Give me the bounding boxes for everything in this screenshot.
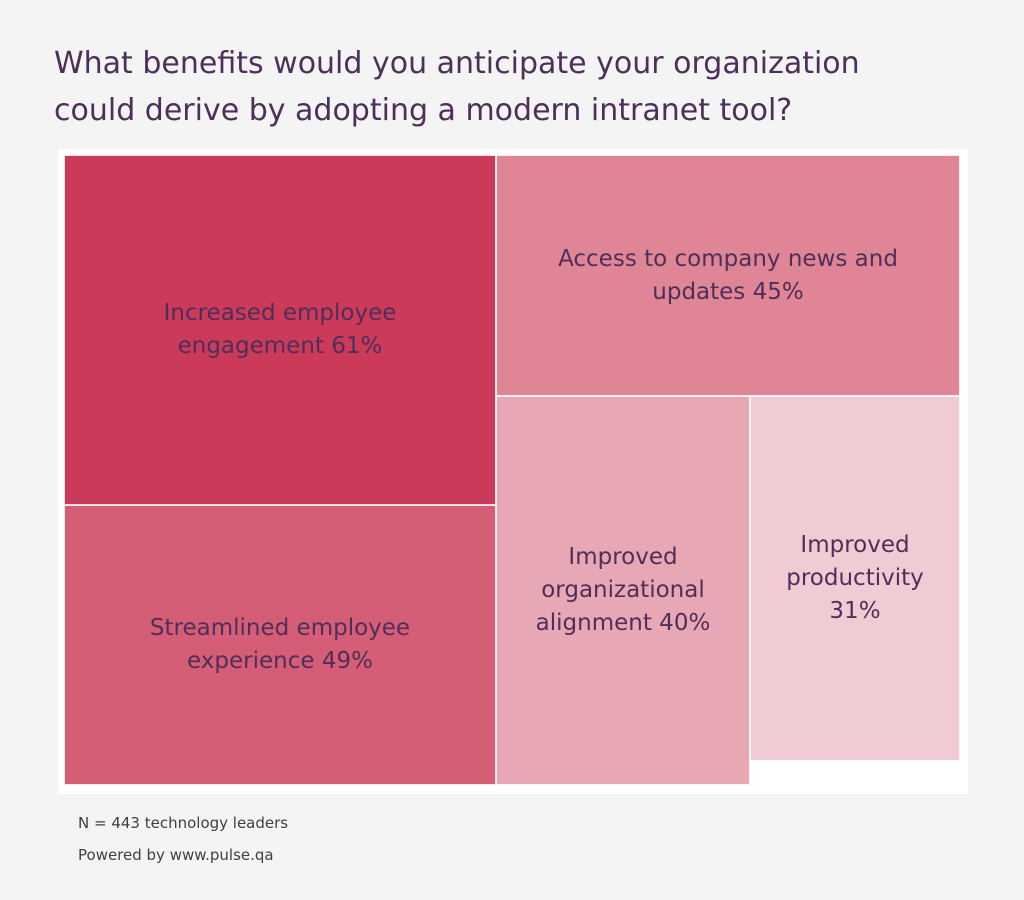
tile-label-line: updates 45% <box>652 278 804 305</box>
tile-label: Access to company news and updates 45% <box>548 243 908 309</box>
tile-label-line: Improved <box>568 544 678 570</box>
tile-label: Streamlined employee experience 49% <box>140 612 420 678</box>
tile-label: Improved organizational alignment 40% <box>526 541 721 640</box>
tile-label-line: engagement 61% <box>177 333 383 359</box>
chart-title-line-2: could derive by adopting a modern intran… <box>54 93 793 128</box>
tile-label-line: Access to company news and <box>558 245 898 272</box>
tile-improved-organizational-alignment: Improved organizational alignment 40% <box>496 396 750 785</box>
tile-increased-employee-engagement: Increased employee engagement 61% <box>64 155 496 505</box>
chart-title: What benefits would you anticipate your … <box>54 40 954 134</box>
tile-label-line: productivity <box>786 565 924 591</box>
chart-title-line-1: What benefits would you anticipate your … <box>54 46 860 81</box>
powered-by-note: Powered by www.pulse.qa <box>78 846 274 864</box>
tile-label: Improved productivity 31% <box>776 529 933 628</box>
tile-label: Increased employee engagement 61% <box>154 297 407 363</box>
tile-label-line: Improved <box>800 532 910 558</box>
tile-label-line: 31% <box>829 598 881 624</box>
tile-label-line: organizational <box>541 577 705 603</box>
sample-size-note: N = 443 technology leaders <box>78 814 289 832</box>
tile-label-line: Increased employee <box>163 300 397 326</box>
tile-improved-productivity: Improved productivity 31% <box>750 396 960 761</box>
tile-streamlined-employee-experience: Streamlined employee experience 49% <box>64 505 496 785</box>
treemap-chart: Increased employee engagement 61% Streamli… <box>58 149 968 794</box>
tile-label-line: Streamlined employee <box>149 615 411 641</box>
tile-label-line: alignment 40% <box>535 610 711 636</box>
tile-access-to-company-news: Access to company news and updates 45% <box>496 155 960 396</box>
tile-label-line: experience 49% <box>187 648 373 674</box>
